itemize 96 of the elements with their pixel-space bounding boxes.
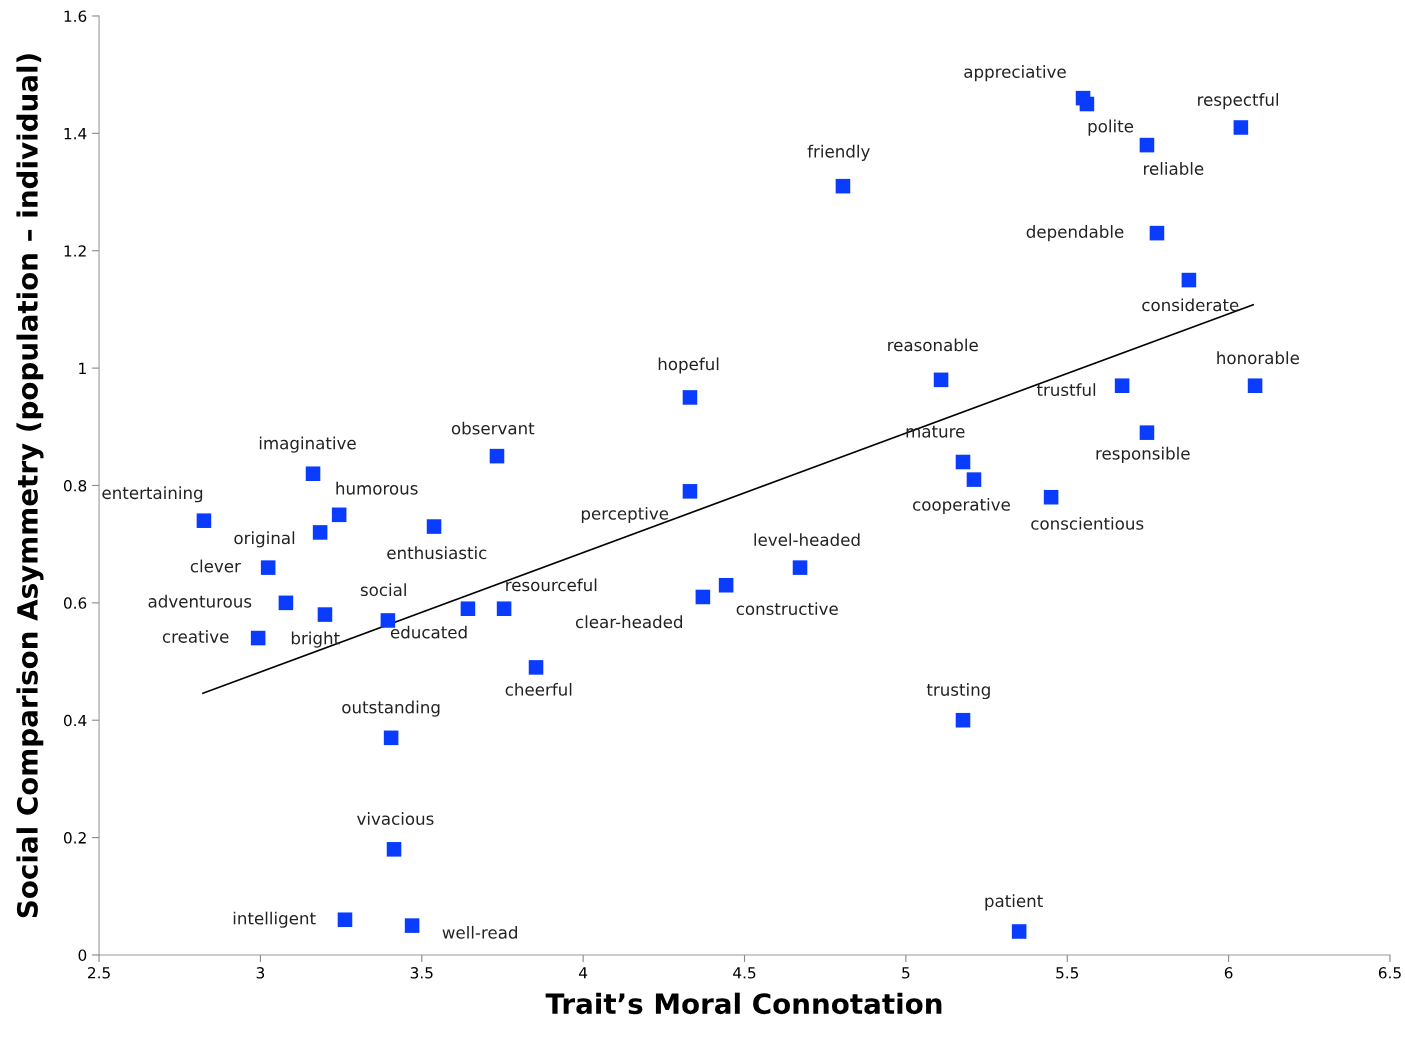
annotation: creative bbox=[162, 629, 229, 643]
point bbox=[337, 912, 353, 928]
point bbox=[1079, 96, 1095, 112]
x-tick-label: 5 bbox=[902, 967, 910, 979]
y-tick-label: 0.8 bbox=[63, 479, 87, 492]
point bbox=[305, 466, 321, 482]
point bbox=[682, 484, 698, 499]
annotation: polite bbox=[1088, 119, 1134, 136]
annotation: reliable bbox=[1144, 162, 1204, 175]
point bbox=[682, 390, 698, 405]
annotation: level-headed bbox=[754, 533, 860, 547]
y-tick-label: 1.2 bbox=[64, 245, 86, 257]
y-tick-label: 1 bbox=[79, 362, 86, 374]
annotation: constructive bbox=[736, 602, 838, 616]
annotation: outstanding bbox=[342, 700, 440, 717]
annotation: clever bbox=[190, 559, 241, 573]
y-tick-label: 1.6 bbox=[64, 10, 87, 23]
point bbox=[1043, 489, 1059, 505]
point bbox=[1011, 924, 1027, 939]
point bbox=[1114, 378, 1130, 393]
annotation: mature bbox=[906, 425, 965, 438]
x-axis-title: Trait’s Moral Connotation bbox=[545, 992, 942, 1015]
point bbox=[317, 607, 333, 622]
point bbox=[966, 472, 982, 487]
point bbox=[331, 507, 347, 523]
point bbox=[528, 660, 544, 675]
point bbox=[196, 513, 212, 528]
point bbox=[404, 918, 420, 933]
annotation: friendly bbox=[807, 144, 870, 161]
x-tick-label: 3.5 bbox=[410, 967, 433, 979]
annotation: considerate bbox=[1142, 298, 1239, 312]
x-tick-label: 4 bbox=[579, 967, 588, 979]
annotation: reasonable bbox=[888, 338, 978, 352]
point bbox=[835, 178, 851, 194]
x-tick-label: 5.5 bbox=[1056, 967, 1079, 979]
point bbox=[260, 560, 276, 575]
annotation: well-read bbox=[442, 925, 517, 939]
x-tick-label: 4.5 bbox=[733, 967, 756, 979]
annotation: bright bbox=[291, 631, 340, 648]
point bbox=[250, 630, 266, 646]
point bbox=[955, 454, 971, 470]
annotation: responsible bbox=[1096, 446, 1190, 463]
annotation: appreciative bbox=[964, 65, 1066, 82]
point bbox=[1139, 137, 1155, 153]
point bbox=[1139, 425, 1155, 440]
point bbox=[955, 712, 971, 728]
annotation: patient bbox=[985, 894, 1043, 911]
annotation: enthusiastic bbox=[387, 546, 487, 560]
point bbox=[1247, 378, 1263, 393]
annotation: vivacious bbox=[357, 812, 434, 825]
point bbox=[426, 519, 442, 534]
point bbox=[1233, 120, 1249, 135]
y-tick-label: 0 bbox=[78, 949, 87, 961]
x-tick-label: 6 bbox=[1224, 967, 1233, 979]
annotation: humorous bbox=[336, 481, 418, 495]
y-axis-title: Social Comparison Asymmetry (population – individual) bbox=[16, 54, 44, 918]
annotation: imaginative bbox=[259, 436, 356, 453]
point bbox=[312, 525, 328, 540]
annotation: entertaining bbox=[102, 486, 203, 503]
annotation: original bbox=[234, 531, 295, 548]
annotation: trustful bbox=[1036, 383, 1096, 397]
annotation: trusting bbox=[926, 682, 990, 700]
y-tick-label: 0.2 bbox=[63, 832, 86, 844]
annotation: adventurous bbox=[148, 594, 252, 608]
x-tick-label: 6.5 bbox=[1378, 967, 1401, 979]
annotation: educated bbox=[390, 625, 467, 639]
annotation: social bbox=[360, 583, 406, 597]
point bbox=[792, 560, 808, 575]
annotation: cheerful bbox=[505, 682, 572, 696]
point bbox=[933, 372, 949, 388]
annotation: hopeful bbox=[658, 357, 719, 374]
point bbox=[278, 595, 294, 611]
annotation: observant bbox=[451, 421, 535, 435]
y-tick-label: 1.4 bbox=[64, 128, 87, 140]
point bbox=[386, 842, 402, 857]
annotation: honorable bbox=[1217, 351, 1299, 365]
annotation: intelligent bbox=[233, 911, 316, 928]
annotation: resourceful bbox=[506, 578, 597, 592]
point bbox=[460, 601, 476, 616]
annotation: respectful bbox=[1198, 93, 1279, 110]
x-tick-label: 3 bbox=[256, 967, 265, 979]
y-tick-label: 0.6 bbox=[63, 597, 87, 609]
point bbox=[489, 448, 505, 464]
annotation: dependable bbox=[1026, 225, 1124, 242]
annotation: clear-headed bbox=[575, 615, 682, 629]
point bbox=[718, 577, 734, 593]
point bbox=[383, 730, 399, 746]
point bbox=[1181, 272, 1197, 288]
x-tick-label: 2.5 bbox=[88, 967, 110, 979]
annotation: cooperative bbox=[913, 497, 1010, 515]
point bbox=[496, 601, 512, 616]
point bbox=[1149, 225, 1165, 241]
point bbox=[695, 589, 711, 605]
annotation: conscientious bbox=[1031, 516, 1144, 530]
annotation: perceptive bbox=[581, 506, 669, 524]
y-tick-label: 0.4 bbox=[63, 714, 87, 727]
